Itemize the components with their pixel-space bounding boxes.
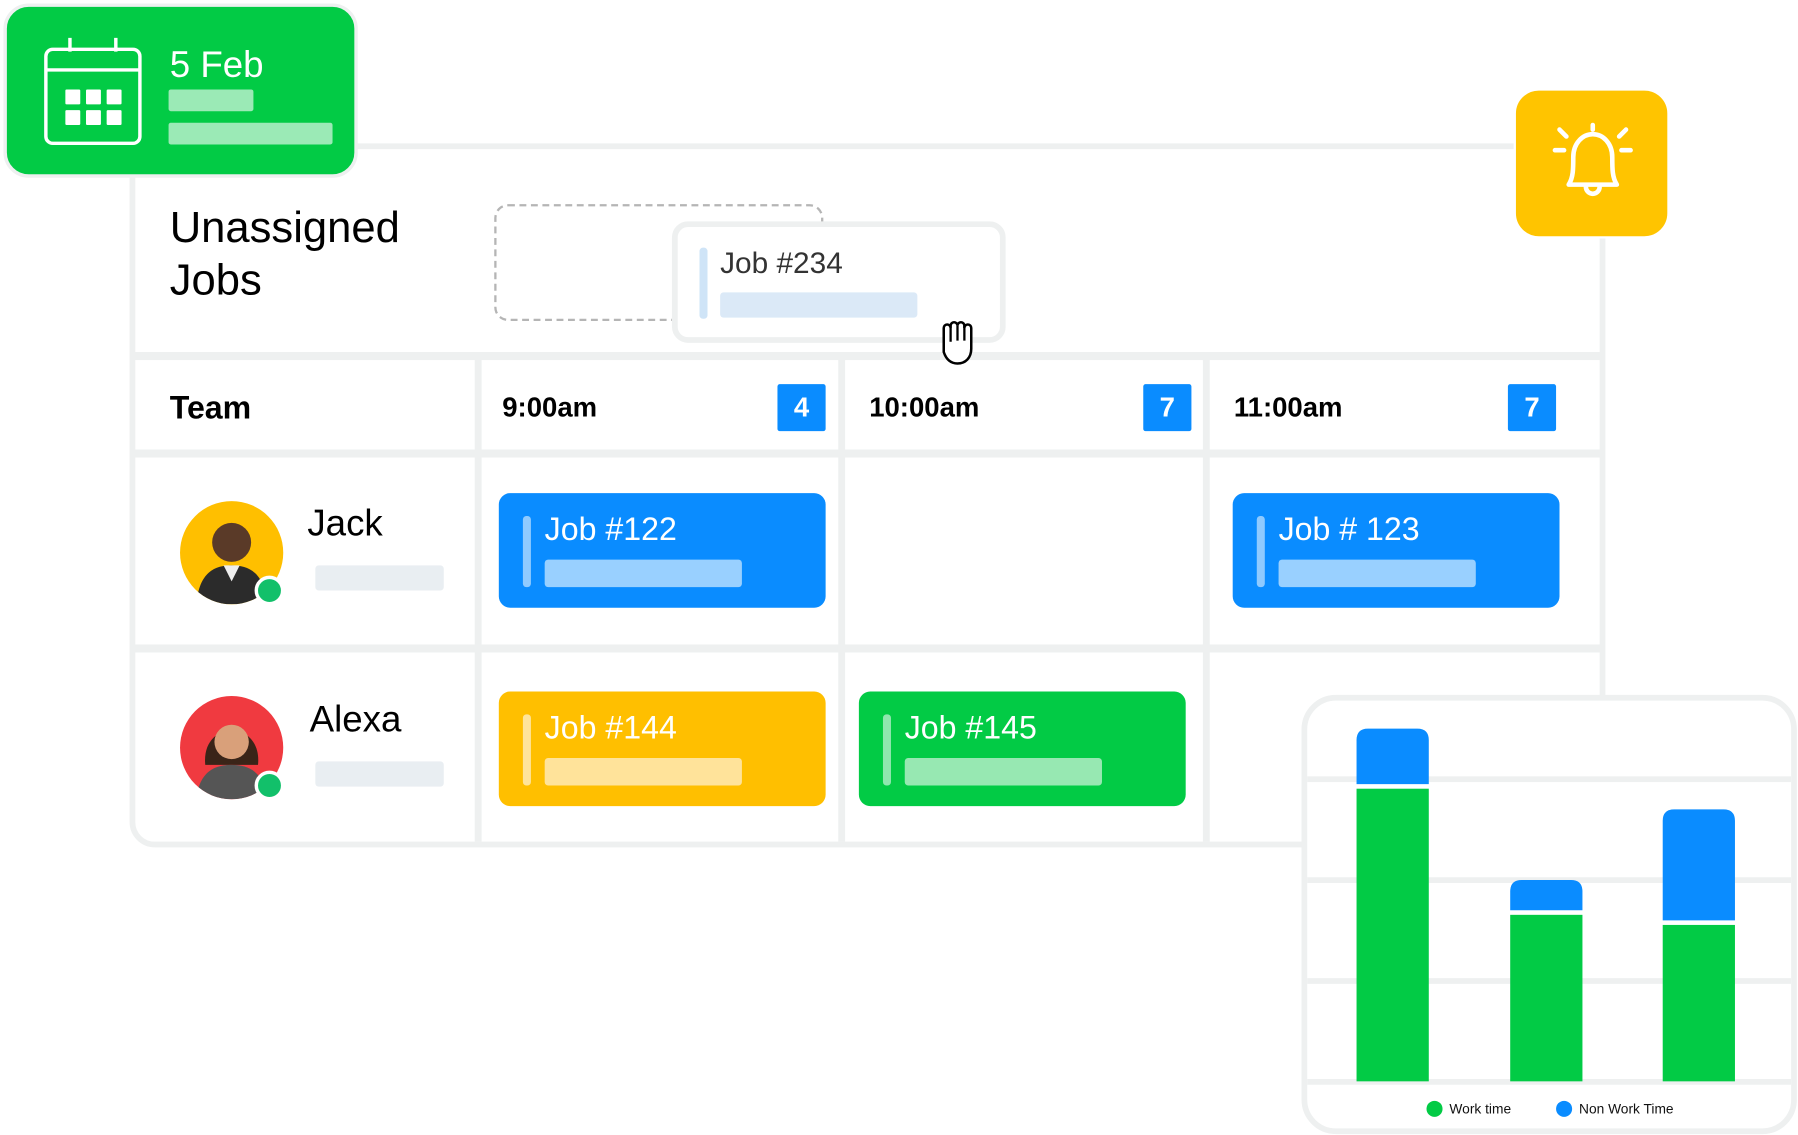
slot-time: 10:00am: [869, 392, 980, 424]
job-label: Job #122: [544, 511, 677, 547]
bar-non-work-time: [1662, 809, 1735, 921]
dragged-job-card[interactable]: Job #234: [671, 221, 1006, 343]
bar-work-time: [1662, 924, 1735, 1082]
job-label: Job #234: [720, 245, 843, 280]
member-name: Alexa: [309, 698, 402, 740]
job-card[interactable]: Job # 123: [1232, 493, 1560, 608]
member-name: Jack: [307, 502, 383, 544]
notification-button[interactable]: [1513, 88, 1670, 239]
slot-count-badge: 7: [1507, 384, 1557, 432]
divider: [1202, 357, 1210, 842]
job-card[interactable]: Job #144: [498, 691, 826, 807]
slot-count-badge: 4: [777, 384, 826, 432]
calendar-icon: [44, 37, 142, 146]
divider: [474, 357, 482, 842]
slot-time: 11:00am: [1233, 392, 1343, 424]
bar-non-work-time: [1356, 728, 1429, 785]
job-label: Job #144: [544, 709, 677, 746]
date-label: 5 Feb: [169, 43, 264, 85]
job-label: Job # 123: [1278, 511, 1420, 547]
bell-icon: [1552, 122, 1633, 197]
slot-count-badge: 7: [1143, 384, 1192, 432]
legend-item: Non Work Time: [1556, 1100, 1674, 1117]
chart-plot: [1307, 728, 1792, 1085]
work-time-chart: Work time Non Work Time: [1301, 694, 1797, 1135]
date-card[interactable]: 5 Feb: [3, 3, 358, 178]
online-status-dot: [254, 575, 285, 606]
divider: [133, 449, 1602, 458]
grab-hand-icon: [942, 321, 973, 365]
slot-time: 9:00am: [502, 392, 598, 424]
bar-work-time: [1356, 788, 1429, 1082]
job-card[interactable]: Job #145: [858, 691, 1186, 807]
legend-item: Work time: [1426, 1100, 1511, 1117]
bar-work-time: [1510, 914, 1583, 1082]
unassigned-jobs-title: Unassigned Jobs: [169, 204, 400, 306]
placeholder-bar: [315, 761, 444, 787]
avatar-jack: [180, 501, 284, 605]
bar-non-work-time: [1510, 879, 1583, 911]
gridline: [1307, 776, 1792, 783]
gridline: [1307, 1079, 1792, 1085]
placeholder-bar: [315, 565, 444, 591]
divider: [838, 357, 846, 842]
divider: [133, 644, 1602, 653]
team-header: Team: [169, 389, 252, 426]
job-label: Job #145: [904, 709, 1037, 746]
divider: [133, 352, 1602, 361]
online-status-dot: [254, 770, 285, 801]
job-card[interactable]: Job #122: [498, 493, 826, 608]
